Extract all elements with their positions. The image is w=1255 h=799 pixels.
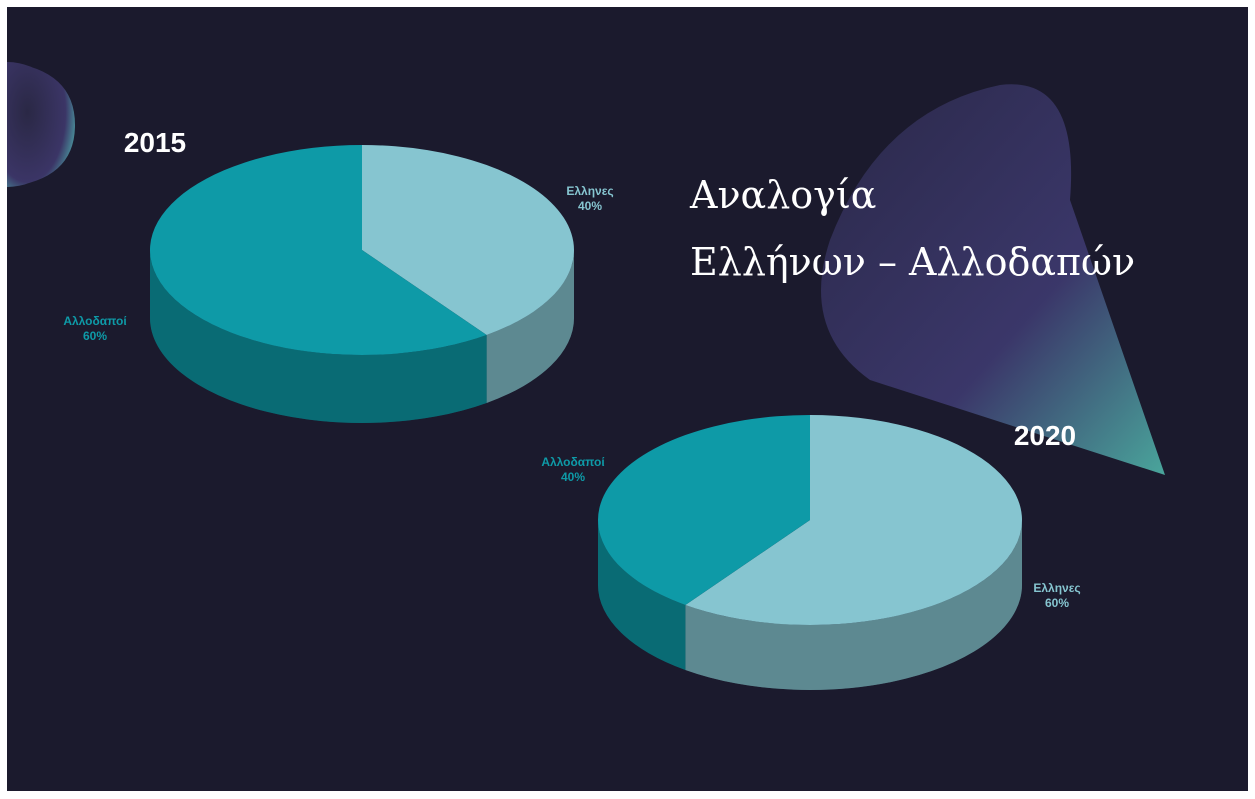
slice-label: Αλλοδαποί: [63, 314, 126, 328]
slice-side: [486, 250, 574, 403]
slice-side-shade: [150, 250, 487, 423]
slice-value-label: 40%: [561, 470, 585, 484]
slice: [597, 415, 810, 605]
slice-label: Ελληνες: [566, 184, 613, 198]
slice-value-label: 60%: [83, 329, 107, 343]
slice-side: [598, 520, 686, 670]
chart-title: 2015: [124, 127, 186, 158]
decor-cone: [821, 84, 1165, 475]
slice: [685, 415, 1022, 625]
chart-title: 2020: [1014, 420, 1076, 451]
slice-label: Αλλοδαποί: [541, 455, 604, 469]
slice-side-shade: [685, 520, 1022, 691]
slice-side: [150, 250, 487, 423]
slice-value-label: 60%: [1045, 596, 1069, 610]
decor-sphere: [7, 62, 75, 187]
slice-label: Ελληνες: [1033, 581, 1080, 595]
slice-value-label: 40%: [578, 199, 602, 213]
slice-side: [685, 520, 1022, 691]
slice-side-shade: [598, 520, 686, 670]
slide-title: Ελλήνων – Αλλοδαπών: [690, 240, 1135, 284]
slice-side-shade: [486, 250, 574, 403]
slide-title: Αναλογία: [689, 173, 876, 217]
slice: [149, 145, 487, 355]
slice: [362, 145, 574, 335]
